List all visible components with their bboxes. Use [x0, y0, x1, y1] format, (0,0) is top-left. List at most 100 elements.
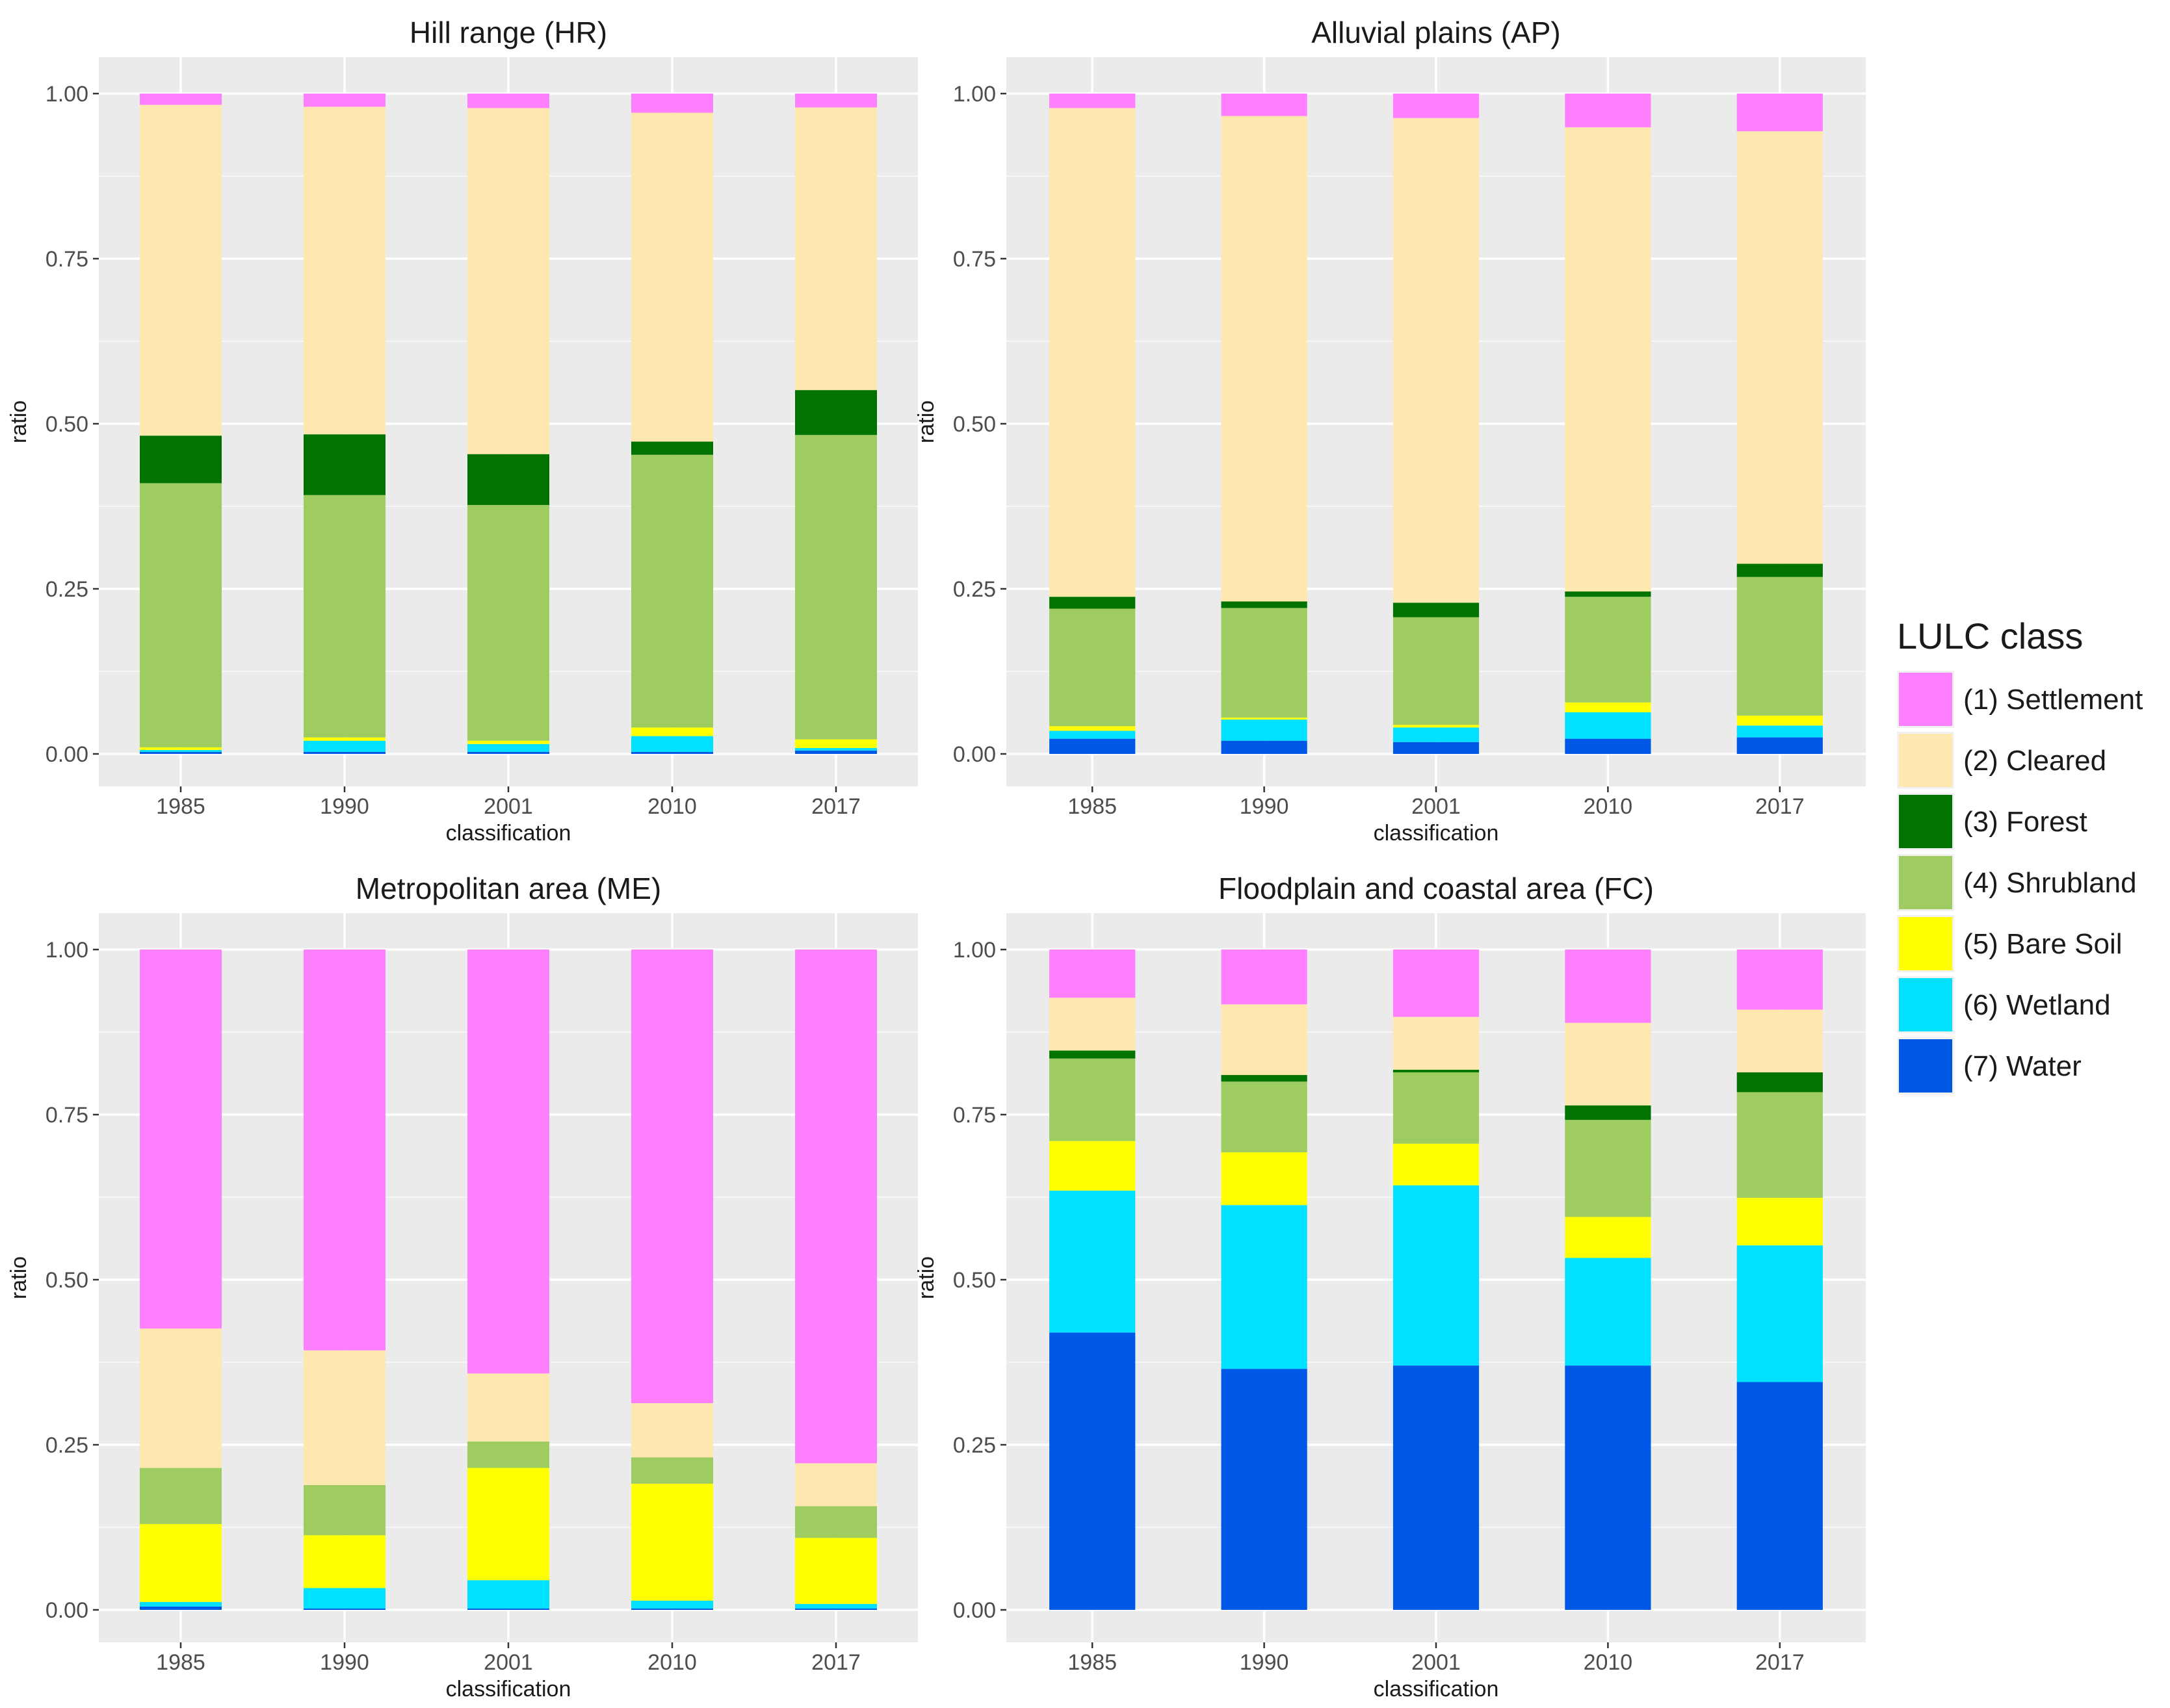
legend-item-label: (1) Settlement [1963, 684, 2143, 716]
x-tick-label: 2001 [484, 1650, 533, 1675]
y-tick-label: 0.25 [46, 577, 88, 602]
bar-segment [1049, 726, 1136, 731]
bar-segment [1736, 563, 1823, 577]
bar-segment [1221, 1075, 1307, 1082]
bar-segment [1049, 108, 1136, 597]
bar-segment [795, 390, 877, 435]
bar-segment [1565, 738, 1651, 754]
x-tick-label: 1985 [156, 1650, 205, 1675]
y-tick-label: 1.00 [953, 82, 996, 107]
bar-segment [304, 1484, 386, 1536]
bar-segment [304, 1608, 386, 1610]
bar-segment [1221, 601, 1307, 608]
x-tick-label: 2001 [1411, 1650, 1461, 1675]
x-tick-label: 1990 [1240, 1650, 1289, 1675]
panel-1: 0.00 0.25 0.50 0.75 1.00 1985 1990 2001 2010 2017… [7, 16, 918, 846]
y-axis-label: ratio [914, 1256, 939, 1299]
y-axis-label: ratio [914, 400, 939, 443]
bar-segment [1736, 716, 1823, 726]
bar-segment [631, 94, 713, 113]
legend-key [1899, 734, 1952, 787]
legend-key [1899, 1039, 1952, 1093]
bar-segment [1392, 1072, 1480, 1144]
bar-segment [795, 739, 877, 748]
bar-segment [795, 950, 877, 1464]
bar-segment [631, 727, 713, 736]
bar-segment [304, 1535, 386, 1588]
y-tick-label: 0.75 [46, 247, 88, 272]
bar-segment [467, 1468, 549, 1581]
bar-segment [140, 1523, 222, 1602]
bar-segment [467, 950, 549, 1374]
bar-segment [1736, 950, 1823, 1010]
y-axis-label: ratio [7, 1256, 31, 1299]
bar-segment [795, 750, 877, 754]
x-tick-label: 2017 [811, 1650, 861, 1675]
bar-segment [631, 454, 713, 728]
bar-segment [1221, 740, 1307, 754]
legend-key [1899, 917, 1952, 970]
bar-segment [795, 94, 877, 108]
bar-segment [1736, 1198, 1823, 1246]
y-tick-label: 0.00 [46, 1598, 88, 1623]
y-tick-label: 0.25 [46, 1433, 88, 1458]
legend-key [1899, 978, 1952, 1031]
bar-segment [631, 1483, 713, 1601]
x-tick-label: 1985 [1067, 1650, 1117, 1675]
bar-segment [631, 112, 713, 442]
x-tick-label: 1985 [1067, 794, 1117, 819]
x-tick-label: 2010 [1584, 1650, 1633, 1675]
bar-segment [1565, 1120, 1651, 1217]
legend-item-label: (5) Bare Soil [1963, 928, 2123, 960]
bar-segment [304, 434, 386, 495]
bar-segment [1221, 1152, 1307, 1206]
bar-segment [1392, 1143, 1480, 1185]
bar-segment [1049, 1141, 1136, 1191]
x-axis-label: classification [446, 1677, 571, 1702]
bar-segment [140, 1328, 222, 1468]
x-tick-label: 1985 [156, 794, 205, 819]
bar-segment [1392, 1365, 1480, 1610]
x-tick-label: 1990 [1240, 794, 1289, 819]
y-tick-label: 1.00 [953, 938, 996, 963]
y-axis-label: ratio [7, 400, 31, 443]
bar-segment [1049, 597, 1136, 609]
bar-segment [1565, 1022, 1651, 1106]
x-axis-label: classification [1374, 1677, 1499, 1702]
y-tick-label: 0.50 [46, 412, 88, 437]
panel-3: 0.00 0.25 0.50 0.75 1.00 1985 1990 2001 2010 2017… [7, 872, 918, 1702]
bar-segment [631, 950, 713, 1403]
x-tick-label: 2001 [1411, 794, 1461, 819]
bar-segment [1565, 597, 1651, 703]
bar-segment [631, 751, 713, 754]
bar-segment [1565, 1258, 1651, 1366]
bar-segment [1736, 1092, 1823, 1198]
bar-segment [140, 94, 222, 105]
bar-segment [1565, 1217, 1651, 1258]
bar-segment [631, 1600, 713, 1609]
bar-segment [1565, 712, 1651, 739]
y-tick-label: 0.50 [46, 1268, 88, 1293]
bar-segment [140, 1601, 222, 1607]
bar-segment [1221, 1205, 1307, 1369]
legend-item-label: (6) Wetland [1963, 989, 2111, 1021]
bar-segment [1049, 731, 1136, 739]
bar-segment [140, 751, 222, 754]
bar-segment [1221, 1081, 1307, 1152]
bar-segment [1392, 94, 1480, 118]
bar-segment [795, 1608, 877, 1610]
bar-segment [140, 483, 222, 747]
x-axis-label: classification [446, 821, 571, 846]
bar-segment [1221, 1369, 1307, 1610]
chart-title: Alluvial plains (AP) [1311, 16, 1560, 49]
bar-segment [1049, 94, 1136, 109]
legend-item-label: (4) Shrubland [1963, 867, 2137, 899]
y-tick-label: 0.00 [953, 1598, 996, 1623]
bar-segment [140, 749, 222, 752]
x-tick-label: 2010 [647, 1650, 697, 1675]
bar-segment [1221, 1004, 1307, 1076]
x-tick-label: 2017 [1755, 1650, 1805, 1675]
bar-segment [1392, 727, 1480, 742]
bar-segment [467, 94, 549, 109]
bar-segment [1565, 94, 1651, 127]
